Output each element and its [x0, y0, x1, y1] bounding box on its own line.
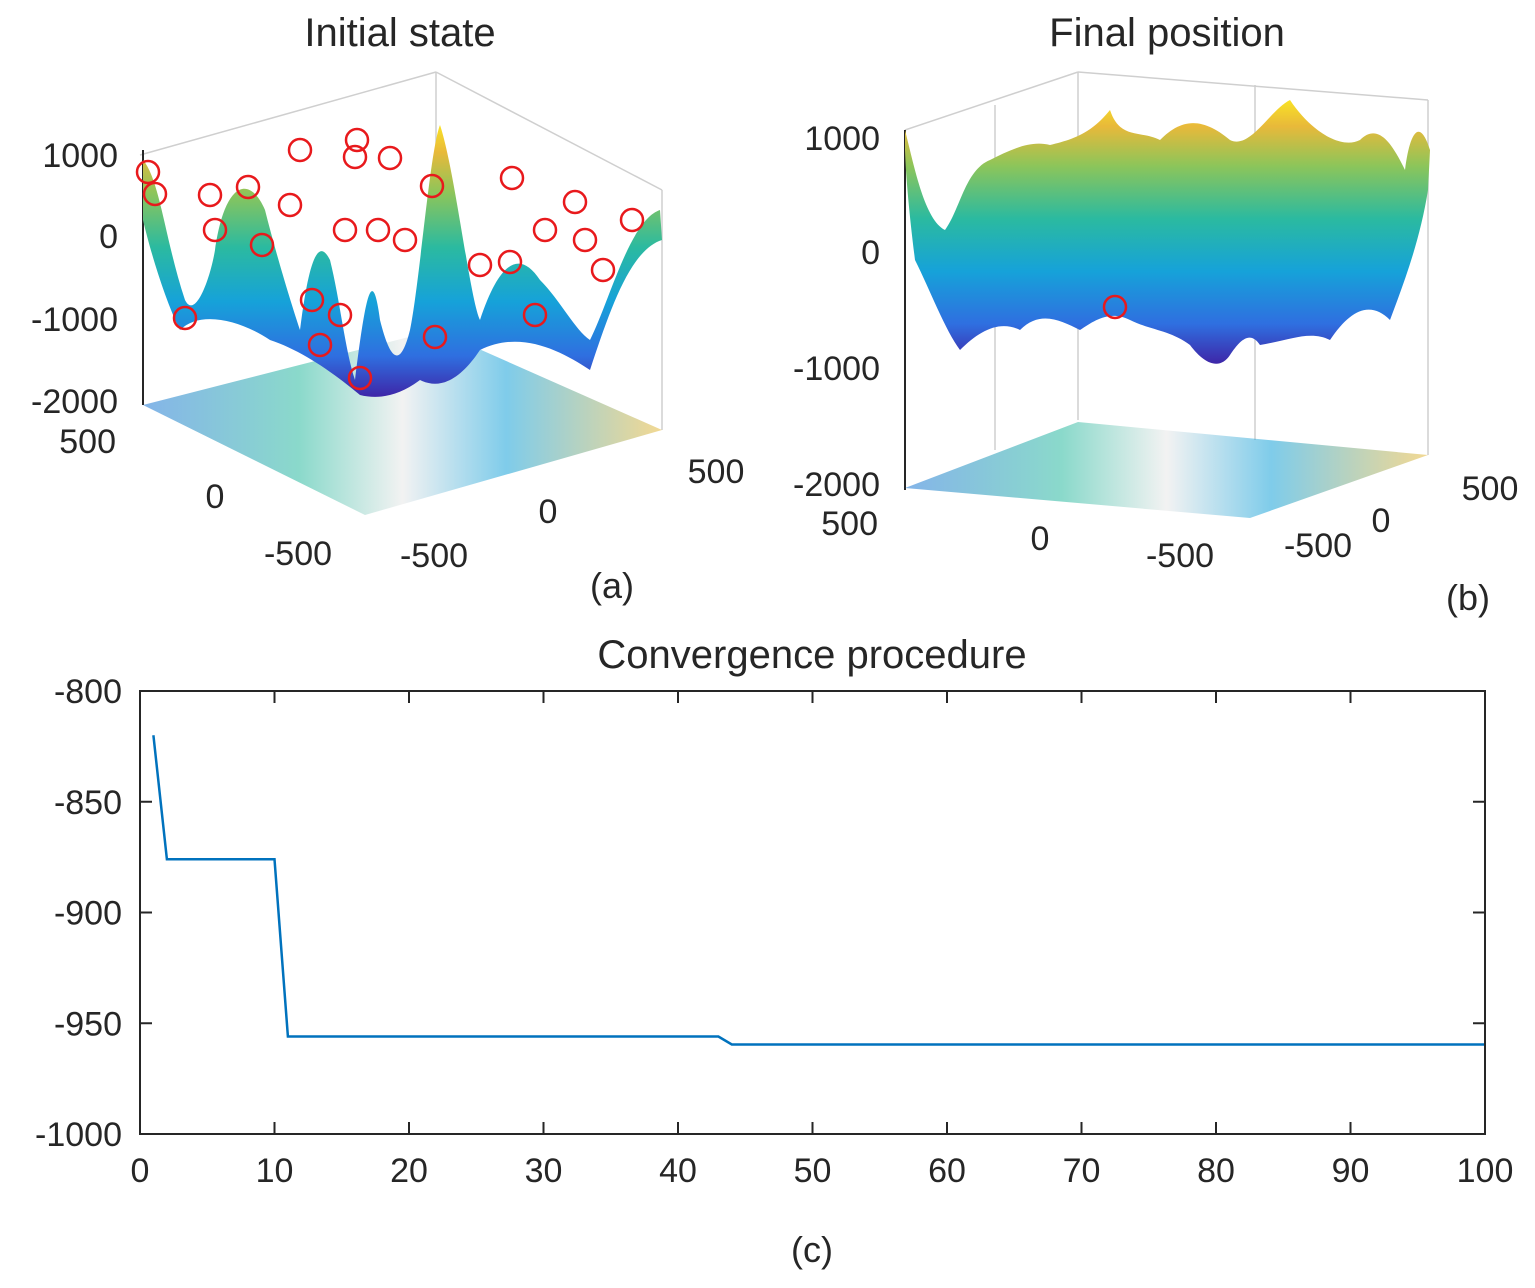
panel-a-surface [143, 125, 662, 397]
panel-c-x-tick-label: 40 [659, 1152, 697, 1190]
panel-c-x-tick-label: 0 [131, 1152, 150, 1190]
panel-b-y-tick: 500 [1462, 470, 1519, 508]
panel-b-y-tick: -500 [1284, 527, 1352, 565]
panel-b-x-tick: 0 [1031, 520, 1050, 558]
panel-c-x-tick-labels: 0 10 20 30 40 50 60 70 80 90 100 [131, 1152, 1514, 1190]
panel-b-surface [905, 100, 1430, 364]
panel-b: Final position 1000 0 -1000 -2000 500 0 … [793, 11, 1518, 618]
panel-b-z-tick: 0 [861, 234, 880, 272]
panel-a-x-tick: 0 [206, 478, 225, 516]
panel-c-x-tick-label: 60 [928, 1152, 966, 1190]
panel-a-markers [135, 127, 645, 391]
panel-a: Initial state 1000 0 -1000 [31, 11, 744, 606]
panel-b-markers [1102, 294, 1128, 320]
panel-c-y-tick-labels: -800 -850 -900 -950 -1000 [35, 673, 122, 1154]
panel-c-y-tick-label: -1000 [35, 1116, 122, 1154]
panel-a-x-tick: -500 [264, 535, 332, 573]
panel-c-y-tick-label: -800 [54, 673, 122, 711]
panel-a-contour-floor [143, 330, 662, 515]
panel-a-x-tick: 500 [59, 423, 116, 461]
panel-a-y-tick: 0 [539, 493, 558, 531]
panel-b-z-tick: -2000 [793, 466, 880, 504]
panel-c-x-tick-label: 20 [390, 1152, 428, 1190]
panel-a-caption: (a) [590, 565, 634, 606]
panel-c-x-tick-label: 70 [1063, 1152, 1101, 1190]
panel-c-ticks [139, 690, 1486, 1135]
panel-c-caption: (c) [791, 1229, 833, 1270]
panel-c-series-line [152, 735, 1485, 1046]
panel-c-x-tick-label: 80 [1197, 1152, 1235, 1190]
panel-a-z-tick: 0 [99, 218, 118, 256]
panel-c-x-tick-label: 10 [256, 1152, 294, 1190]
panel-a-z-tick: 1000 [42, 137, 118, 175]
panel-b-y-tick: 0 [1372, 502, 1391, 540]
panel-c-title: Convergence procedure [597, 633, 1026, 677]
panel-a-title: Initial state [304, 11, 495, 55]
panel-b-x-tick: -500 [1146, 537, 1214, 575]
panel-c-x-tick-label: 30 [525, 1152, 563, 1190]
panel-b-z-tick: -1000 [793, 350, 880, 388]
panel-b-caption: (b) [1446, 577, 1490, 618]
panel-a-z-tick: -2000 [31, 383, 118, 421]
panel-a-y-tick: 500 [688, 453, 745, 491]
panel-b-contour-floor [905, 422, 1428, 518]
panel-b-title: Final position [1049, 11, 1285, 55]
panel-a-z-tick: -1000 [31, 301, 118, 339]
panel-c-x-tick-label: 50 [794, 1152, 832, 1190]
panel-b-x-tick: 500 [821, 505, 878, 543]
panel-c-axes-box [139, 690, 1486, 1135]
panel-c-x-tick-label: 90 [1332, 1152, 1370, 1190]
panel-c-y-tick-label: -900 [54, 895, 122, 933]
panel-b-z-tick: 1000 [804, 120, 880, 158]
panel-c-x-tick-label: 100 [1457, 1152, 1514, 1190]
panel-a-y-tick: -500 [400, 537, 468, 575]
panel-c-y-tick-label: -850 [54, 784, 122, 822]
panel-c-y-tick-label: -950 [54, 1005, 122, 1043]
panel-c: Convergence procedure 0 10 20 30 40 50 60 70 80 9… [35, 633, 1513, 1270]
